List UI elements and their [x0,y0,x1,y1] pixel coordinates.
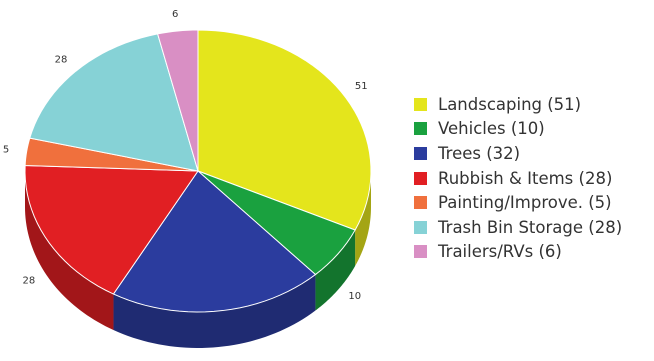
pie-slice-1 [197,170,356,276]
pie-top [24,29,372,313]
legend-swatch [414,196,427,210]
chart-legend: Landscaping (51) Vehicles (10) Trees (32) R… [414,92,622,264]
pie-slice-5 [29,33,199,172]
legend-item: Trash Bin Storage (28) [414,215,622,240]
legend-swatch [414,122,427,136]
legend-item: Rubbish & Items (28) [414,166,622,191]
legend-label: Trash Bin Storage (28) [438,217,623,237]
legend-label: Vehicles (10) [438,119,545,139]
pie-sides [25,171,371,348]
pie-data-label-6: 6 [172,9,178,20]
pie-data-label-5: 28 [55,54,68,65]
pie-data-label-4: 5 [3,144,9,155]
legend-swatch [414,146,427,160]
pie-side-3 [25,171,114,331]
pie-data-label-3: 28 [23,276,36,287]
legend-swatch [414,97,427,111]
pie-side-0 [355,171,371,267]
legend-item: Painting/Improve. (5) [414,190,622,215]
legend-label: Rubbish & Items (28) [438,168,613,188]
legend-item: Trees (32) [414,141,622,166]
pie-slice-0 [197,29,372,231]
legend-label: Painting/Improve. (5) [438,193,612,213]
legend-label: Trailers/RVs (6) [438,242,562,262]
pie-slice-3 [24,164,199,295]
pie-slice-6 [156,29,199,172]
pie-side-1 [315,230,356,311]
legend-item: Vehicles (10) [414,117,622,142]
legend-swatch [414,171,427,185]
legend-item: Landscaping (51) [414,92,622,117]
pie-side-2 [113,274,316,348]
pie-data-label-0: 51 [355,81,368,92]
legend-swatch [414,245,427,259]
pie-slice-2 [112,170,317,313]
legend-swatch [414,220,427,234]
pie-data-label-1: 10 [348,291,361,302]
legend-item: Trailers/RVs (6) [414,240,622,265]
legend-label: Landscaping (51) [438,94,582,114]
legend-label: Trees (32) [438,143,521,163]
